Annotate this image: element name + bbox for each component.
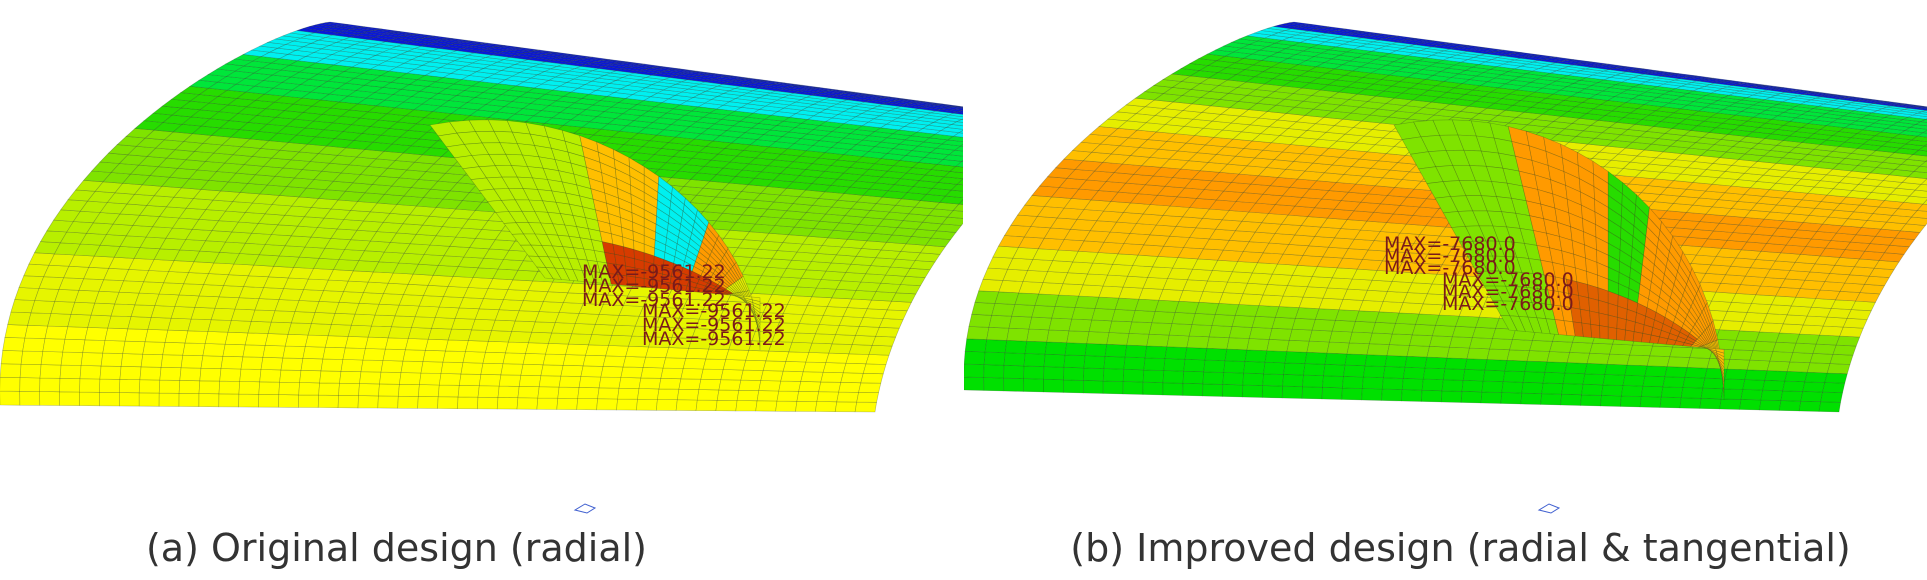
- fe-stress-contour-b: MAX=-7680.0MAX=-7680.0MAX=-7680.0MAX=-76…: [964, 21, 1927, 514]
- max-stress-label: MAX=-7680.0: [1384, 245, 1516, 267]
- max-stress-label: MAX=-7680.0: [1442, 281, 1574, 303]
- end-face: [429, 119, 761, 351]
- fe-stress-contour-a: MAX=-9561.22MAX=-9561.22MAX=-9561.22MAX=…: [0, 21, 963, 514]
- max-stress-label: MAX=-7680.0: [1442, 293, 1574, 315]
- max-stress-label: MAX=-9561.22: [642, 300, 786, 322]
- caption-b: (b) Improved design (radial & tangential…: [1070, 526, 1851, 570]
- max-stress-label: MAX=-9561.22: [642, 314, 786, 336]
- panel-original-design: MAX=-9561.22 MAX=-9561.22 MAX=-9561.22 MAX=…: [0, 0, 963, 580]
- max-stress-label: MAX=-9561.22: [582, 275, 726, 297]
- max-labels: MAX=-7680.0MAX=-7680.0MAX=-7680.0MAX=-76…: [1384, 233, 1574, 315]
- axis-triad-icon: [1537, 503, 1561, 514]
- max-stress-label: MAX=-7680.0: [1442, 269, 1574, 291]
- max-stress-label: MAX=-7680.0: [1384, 233, 1516, 255]
- max-stress-label: MAX=-7680.0: [1384, 257, 1516, 279]
- panel-improved-design: MAX=-7680.0 MAX=-7680.0 MAX=-7680.0 MAX=-76…: [964, 0, 1927, 580]
- max-stress-label: MAX=-9561.22: [582, 289, 726, 311]
- max-labels: MAX=-9561.22MAX=-9561.22MAX=-9561.22MAX=…: [582, 261, 786, 350]
- caption-a: (a) Original design (radial): [145, 526, 647, 570]
- max-stress-label: MAX=-9561.22: [582, 261, 726, 283]
- shell-surface: [0, 21, 963, 413]
- end-face: [1393, 119, 1725, 401]
- max-stress-label: MAX=-9561.22: [642, 328, 786, 350]
- axis-triad-icon: [573, 503, 597, 514]
